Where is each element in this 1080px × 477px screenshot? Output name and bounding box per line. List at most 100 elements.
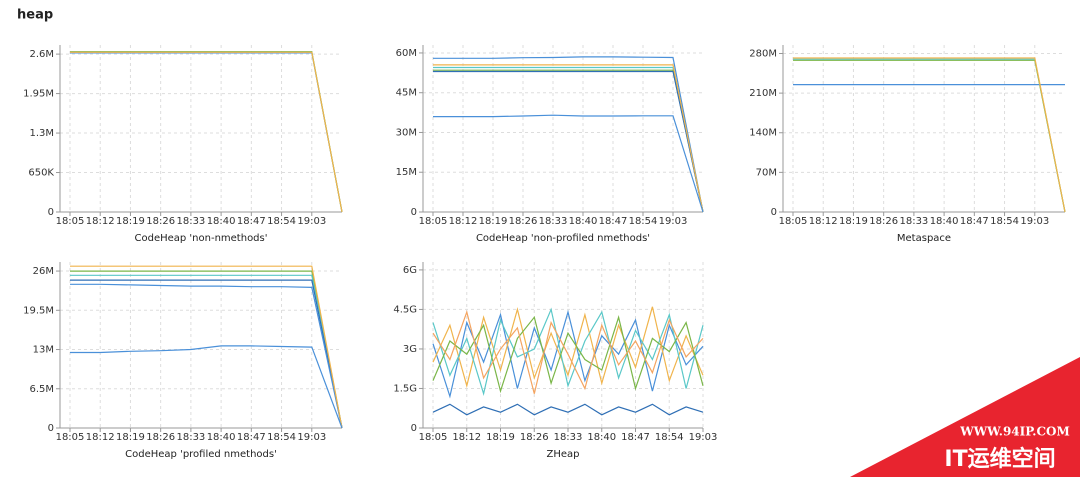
- x-tick-label: 18:40: [587, 432, 616, 443]
- series-line: [70, 51, 343, 213]
- x-tick-label: 18:12: [809, 216, 838, 227]
- x-tick-label: 18:40: [930, 216, 959, 227]
- x-tick-label: 18:40: [569, 216, 598, 227]
- chart-title: CodeHeap 'non-profiled nmethods': [476, 233, 650, 244]
- series-line: [432, 315, 704, 394]
- x-tick-label: 18:54: [655, 432, 684, 443]
- series-line: [70, 51, 343, 213]
- section-title: heap: [17, 8, 53, 23]
- y-tick-label: 1.5G: [393, 383, 417, 394]
- x-tick-label: 18:26: [520, 432, 549, 443]
- series-line: [432, 307, 704, 397]
- x-tick-label: 18:12: [86, 216, 115, 227]
- x-tick-label: 18:05: [56, 216, 85, 227]
- y-tick-label: 0: [771, 207, 777, 218]
- series-line: [432, 306, 704, 389]
- series-line: [433, 70, 704, 213]
- series-line: [433, 56, 704, 213]
- x-tick-label: 18:33: [176, 216, 205, 227]
- series-line: [70, 52, 343, 213]
- x-tick-label: 18:05: [779, 216, 808, 227]
- series-line: [70, 270, 343, 429]
- series-line: [70, 283, 343, 429]
- x-tick-label: 18:54: [990, 216, 1019, 227]
- x-tick-label: 18:54: [267, 432, 296, 443]
- y-tick-label: 26M: [33, 266, 54, 277]
- x-tick-label: 18:05: [56, 432, 85, 443]
- series-line: [432, 310, 704, 394]
- chart-title: ZHeap: [547, 449, 580, 460]
- x-tick-label: 18:26: [146, 216, 175, 227]
- x-tick-label: 19:03: [689, 432, 718, 443]
- y-tick-label: 0: [48, 423, 54, 434]
- y-tick-label: 1.3M: [29, 128, 54, 139]
- x-tick-label: 18:33: [554, 432, 583, 443]
- x-tick-label: 18:47: [621, 432, 650, 443]
- x-tick-label: 19:03: [1020, 216, 1049, 227]
- y-tick-label: 0: [411, 207, 417, 218]
- x-tick-label: 18:33: [539, 216, 568, 227]
- y-tick-label: 3G: [403, 344, 417, 355]
- series-line: [433, 66, 704, 213]
- watermark-url: WWW.94IP.COM: [959, 425, 1070, 439]
- series-line: [433, 64, 704, 213]
- x-tick-label: 18:47: [237, 432, 266, 443]
- series-line: [793, 58, 1066, 213]
- x-tick-label: 19:03: [297, 432, 326, 443]
- y-tick-label: 45M: [396, 88, 417, 99]
- y-tick-label: 6.5M: [29, 384, 54, 395]
- series-line: [70, 345, 343, 429]
- series-line: [432, 403, 704, 416]
- watermark-banner: [850, 357, 1080, 477]
- x-tick-label: 18:33: [176, 432, 205, 443]
- y-tick-label: 140M: [749, 128, 777, 139]
- x-tick-label: 18:54: [629, 216, 658, 227]
- chart-title: CodeHeap 'profiled nmethods': [125, 449, 277, 460]
- x-tick-label: 18:12: [449, 216, 478, 227]
- y-tick-label: 30M: [396, 127, 417, 138]
- x-tick-label: 18:47: [237, 216, 266, 227]
- x-tick-label: 18:19: [116, 216, 145, 227]
- y-tick-label: 280M: [749, 48, 777, 59]
- y-tick-label: 650K: [28, 168, 54, 179]
- x-tick-label: 18:19: [486, 432, 515, 443]
- x-tick-label: 18:26: [869, 216, 898, 227]
- x-tick-label: 18:12: [86, 432, 115, 443]
- series-line: [432, 309, 704, 399]
- y-tick-label: 4.5G: [393, 304, 417, 315]
- x-tick-label: 18:33: [899, 216, 928, 227]
- y-tick-label: 6G: [403, 265, 417, 276]
- x-tick-label: 18:19: [479, 216, 508, 227]
- series-line: [433, 114, 704, 213]
- x-tick-label: 18:54: [267, 216, 296, 227]
- y-tick-label: 210M: [749, 88, 777, 99]
- x-tick-label: 18:12: [452, 432, 481, 443]
- x-tick-label: 19:03: [659, 216, 688, 227]
- x-tick-label: 18:47: [960, 216, 989, 227]
- x-tick-label: 18:26: [146, 432, 175, 443]
- series-line: [70, 274, 343, 429]
- y-tick-label: 70M: [756, 167, 777, 178]
- x-tick-label: 18:05: [419, 216, 448, 227]
- y-tick-label: 0: [411, 423, 417, 434]
- chart-title: CodeHeap 'non-nmethods': [135, 233, 268, 244]
- y-tick-label: 13M: [33, 345, 54, 356]
- x-tick-label: 19:03: [297, 216, 326, 227]
- x-tick-label: 18:26: [509, 216, 538, 227]
- x-tick-label: 18:47: [599, 216, 628, 227]
- series-line: [793, 57, 1066, 213]
- series-line: [793, 59, 1066, 213]
- x-tick-label: 18:19: [839, 216, 868, 227]
- chart-title: Metaspace: [897, 233, 951, 244]
- x-tick-label: 18:19: [116, 432, 145, 443]
- series-line: [70, 265, 343, 429]
- y-tick-label: 15M: [396, 167, 417, 178]
- x-tick-label: 18:40: [207, 216, 236, 227]
- x-tick-label: 18:05: [419, 432, 448, 443]
- watermark-name: IT运维空间: [944, 446, 1055, 472]
- y-tick-label: 0: [48, 207, 54, 218]
- series-line: [70, 279, 343, 429]
- y-tick-label: 1.95M: [23, 89, 54, 100]
- y-tick-label: 60M: [396, 48, 417, 59]
